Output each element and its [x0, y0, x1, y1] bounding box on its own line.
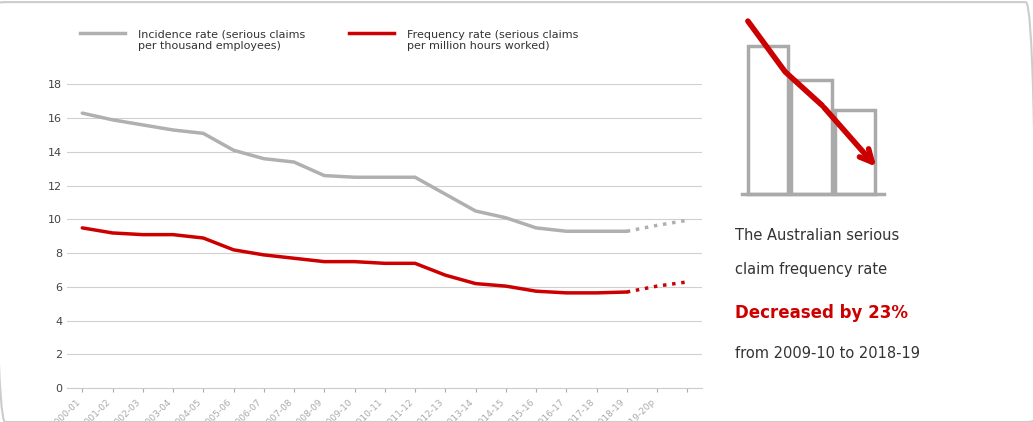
Text: Incidence rate (serious claims
per thousand employees): Incidence rate (serious claims per thous… [137, 30, 305, 51]
Text: Frequency rate (serious claims
per million hours worked): Frequency rate (serious claims per milli… [407, 30, 578, 51]
Text: The Australian serious: The Australian serious [735, 228, 900, 243]
Bar [791, 80, 832, 194]
Text: claim frequency rate: claim frequency rate [735, 262, 887, 277]
Text: from 2009-10 to 2018-19: from 2009-10 to 2018-19 [735, 346, 920, 361]
Bar [748, 46, 788, 194]
Text: Decreased by 23%: Decreased by 23% [735, 304, 908, 322]
Bar [835, 110, 875, 194]
